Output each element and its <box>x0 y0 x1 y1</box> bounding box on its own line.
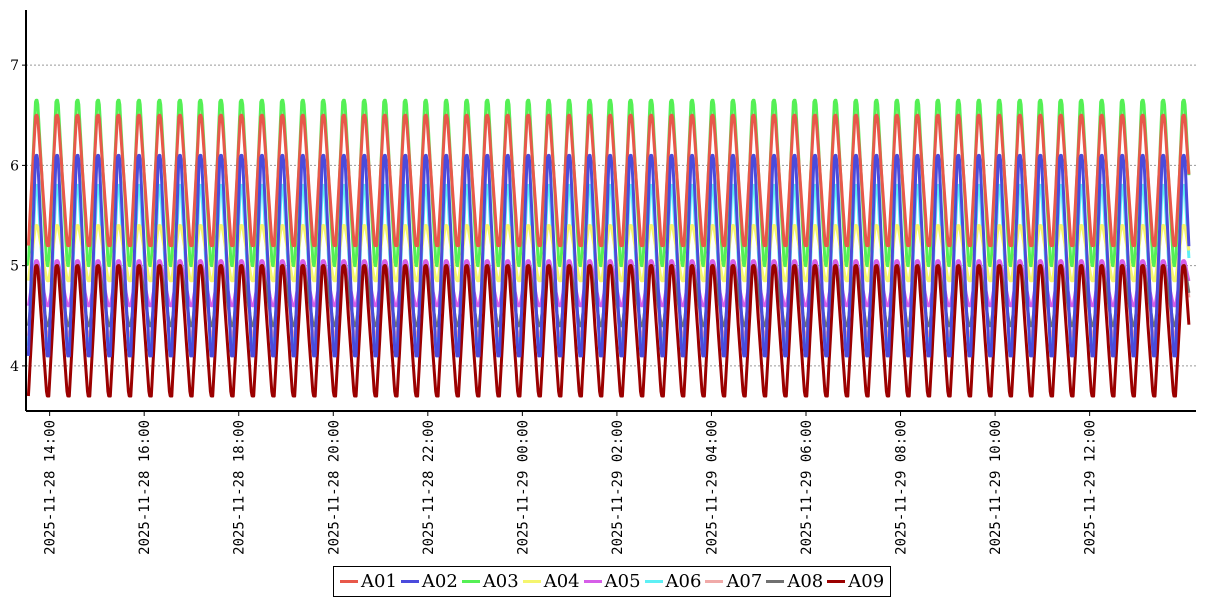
x-tick-label: 2025-11-29 10:00 <box>988 420 1004 555</box>
legend-swatch <box>400 580 419 583</box>
legend-label: A02 <box>421 571 458 592</box>
x-tick-label: 2025-11-29 12:00 <box>1083 420 1099 555</box>
x-tick-label: 2025-11-28 14:00 <box>43 420 59 555</box>
x-tick-label: 2025-11-29 02:00 <box>610 420 626 555</box>
series-lines <box>26 98 1191 398</box>
axes <box>25 10 1196 412</box>
y-tick-labels: 4 5 6 7 <box>10 58 26 375</box>
legend-label: A08 <box>787 571 824 592</box>
x-tick-label: 2025-11-28 20:00 <box>326 420 342 555</box>
x-tick-label: 2025-11-29 08:00 <box>894 420 910 555</box>
legend-item-a07: A07 <box>705 571 762 592</box>
legend-item-a04: A04 <box>522 571 580 592</box>
series-line-a01 <box>26 113 1191 248</box>
y-tick-label: 5 <box>10 259 19 275</box>
legend-label: A09 <box>848 571 885 592</box>
legend-item-a05: A05 <box>583 571 641 592</box>
legend-label: A03 <box>482 571 519 592</box>
series-line-a09 <box>26 264 1191 398</box>
legend-swatch <box>461 580 480 583</box>
legend-swatch <box>705 580 724 583</box>
legend-label: A01 <box>361 571 397 592</box>
legend-item-a09: A09 <box>827 571 884 592</box>
legend-swatch <box>766 580 785 583</box>
legend-label: A05 <box>604 571 641 592</box>
x-tick-labels: 2025-11-28 14:00 2025-11-28 16:00 2025-11-… <box>43 411 1099 555</box>
x-tick-label: 2025-11-29 06:00 <box>799 420 815 555</box>
legend-label: A06 <box>665 571 702 592</box>
legend-swatch <box>522 580 541 583</box>
legend-label: A07 <box>726 571 763 592</box>
y-tick-label: 6 <box>10 158 19 174</box>
legend-swatch <box>827 580 846 583</box>
x-tick-label: 2025-11-28 16:00 <box>137 420 153 555</box>
y-tick-label: 7 <box>10 58 19 74</box>
x-tick-label: 2025-11-28 22:00 <box>421 420 437 555</box>
legend-item-a01: A01 <box>340 571 397 592</box>
x-tick-label: 2025-11-29 04:00 <box>704 420 720 555</box>
legend-item-a08: A08 <box>766 571 823 592</box>
legend-swatch <box>583 580 602 583</box>
legend-swatch <box>340 580 358 583</box>
legend-swatch <box>644 580 663 583</box>
series-line-a02 <box>26 153 1191 358</box>
y-tick-label: 4 <box>10 359 19 375</box>
legend-item-a03: A03 <box>461 571 519 592</box>
x-tick-label: 2025-11-28 18:00 <box>232 420 248 555</box>
chart-legend: A01 A02 A03 A04 A05 A06 A07 A08 A09 <box>333 566 892 597</box>
legend-item-a06: A06 <box>644 571 702 592</box>
legend-item-a02: A02 <box>400 571 458 592</box>
x-tick-label: 2025-11-29 00:00 <box>515 420 531 555</box>
legend-label: A04 <box>543 571 580 592</box>
